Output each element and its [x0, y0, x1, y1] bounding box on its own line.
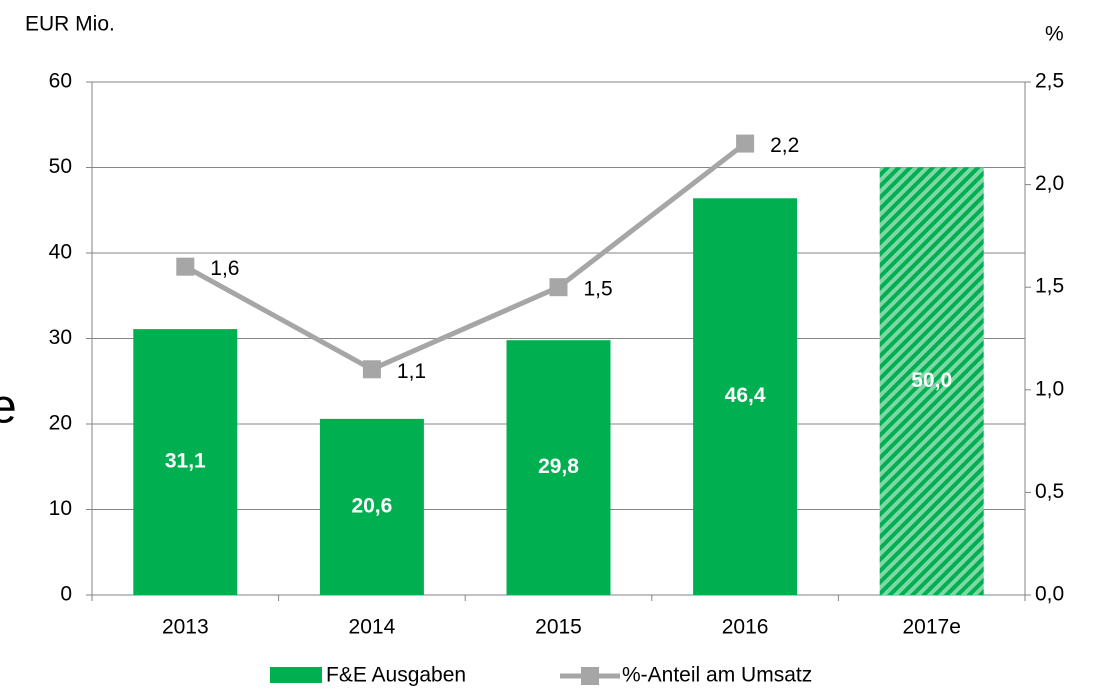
y2-tick-label: 2,5: [1035, 70, 1064, 93]
y-tick-label: 0: [60, 583, 72, 606]
bar: [319, 418, 424, 595]
line-marker: [549, 278, 568, 297]
x-tick-label: 2017e: [902, 616, 960, 639]
legend-label: F&E Ausgaben: [326, 664, 466, 687]
y-tick-label: 50: [49, 155, 72, 178]
legend-label: %-Anteil am Umsatz: [622, 664, 812, 687]
bar-value-label: 20,6: [351, 494, 392, 517]
legend-swatch: [270, 667, 322, 683]
bar: [693, 198, 798, 595]
line-value-label: 1,5: [584, 278, 613, 301]
bar-value-label: 31,1: [165, 450, 206, 473]
bar: [506, 340, 611, 595]
y-tick-label: 40: [49, 241, 72, 264]
bar-value-label: 50,0: [911, 369, 952, 392]
y2-tick-label: 0,5: [1035, 480, 1064, 503]
y2-axis-unit: %: [1045, 23, 1064, 46]
annotation: e: [0, 381, 17, 434]
line-value-label: 1,6: [210, 257, 239, 280]
bar-value-label: 29,8: [538, 455, 579, 478]
y-tick-label: 30: [49, 326, 72, 349]
y2-tick-label: 2,0: [1035, 172, 1064, 195]
x-tick-label: 2015: [535, 616, 582, 639]
y-tick-label: 10: [49, 497, 72, 520]
line-value-label: 1,1: [397, 360, 426, 383]
bar-value-label: 46,4: [725, 384, 766, 407]
line-marker: [736, 134, 755, 153]
bar: [879, 167, 984, 595]
x-tick-label: 2014: [349, 616, 396, 639]
y2-tick-label: 1,5: [1035, 275, 1064, 298]
line: [184, 141, 747, 373]
x-tick-label: 2013: [162, 616, 209, 639]
bar: [133, 329, 238, 595]
line-marker: [176, 257, 195, 276]
legend-marker: [581, 667, 599, 685]
line-value-label: 2,2: [770, 134, 799, 157]
y-tick-label: 60: [49, 70, 72, 93]
y2-tick-label: 1,0: [1035, 377, 1064, 400]
y-tick-label: 20: [49, 412, 72, 435]
line-marker: [362, 360, 381, 379]
x-tick-label: 2016: [722, 616, 769, 639]
y-axis-unit: EUR Mio.: [25, 13, 115, 36]
y2-tick-label: 0,0: [1035, 583, 1064, 606]
